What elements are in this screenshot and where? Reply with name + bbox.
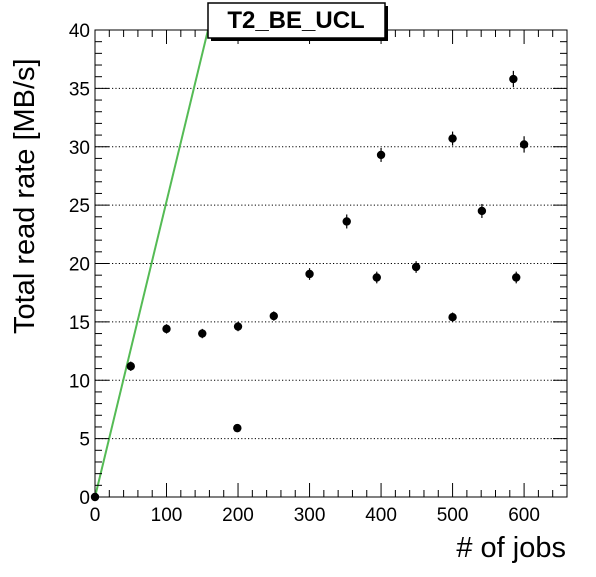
x-tick-label: 100 <box>151 505 183 526</box>
chart-title: T2_BE_UCL <box>227 7 364 34</box>
data-point <box>233 423 242 433</box>
data-point <box>512 271 521 284</box>
grid-lines <box>95 87 567 440</box>
point-marker <box>162 324 171 334</box>
data-point <box>198 328 207 339</box>
point-marker <box>448 313 457 322</box>
y-tick-label: 5 <box>79 430 90 451</box>
point-marker <box>376 150 386 160</box>
y-tick-label: 35 <box>69 79 90 100</box>
x-axis-label: # of jobs <box>456 532 566 564</box>
data-point <box>448 131 457 146</box>
point-marker <box>233 423 242 433</box>
point-marker <box>198 329 207 338</box>
y-tick-label: 25 <box>69 196 90 217</box>
title-box-shadow-right <box>385 6 388 41</box>
point-marker <box>509 74 518 84</box>
x-tick-label: 500 <box>437 505 469 526</box>
y-tick-label: 0 <box>79 488 90 509</box>
y-tick-label: 10 <box>69 371 90 392</box>
point-marker <box>269 311 278 321</box>
y-tick-label: 15 <box>69 313 90 334</box>
x-tick-label: 200 <box>222 505 254 526</box>
point-marker <box>512 273 521 282</box>
data-point <box>372 271 381 284</box>
data-point <box>509 70 518 88</box>
x-tick-label: 0 <box>90 505 101 526</box>
data-point <box>477 203 487 218</box>
y-tick-label: 40 <box>69 21 90 42</box>
title-box: T2_BE_UCL <box>207 2 388 41</box>
point-marker <box>305 269 314 279</box>
data-point <box>342 214 351 229</box>
reference-line-layer <box>94 29 209 498</box>
x-tick-label: 600 <box>508 505 540 526</box>
point-marker <box>477 206 487 216</box>
point-marker <box>411 262 421 272</box>
point-marker <box>448 134 457 143</box>
data-point <box>305 268 314 280</box>
data-point <box>376 147 386 162</box>
y-tick-label: 20 <box>69 255 90 276</box>
axis-ticks <box>94 29 568 498</box>
point-marker <box>519 140 529 149</box>
data-point <box>162 324 171 334</box>
data-point <box>519 136 529 153</box>
data-points <box>90 70 529 502</box>
y-axis-label: Total read rate [MB/s] <box>9 58 41 334</box>
point-marker <box>342 217 351 226</box>
data-point <box>411 261 421 273</box>
x-tick-label: 300 <box>294 505 326 526</box>
data-point <box>126 361 135 371</box>
point-marker <box>372 273 381 282</box>
reference-line <box>94 29 209 498</box>
point-marker <box>126 362 135 371</box>
data-point <box>269 311 278 321</box>
point-marker <box>233 322 243 331</box>
data-point <box>448 312 457 322</box>
data-point <box>233 321 243 332</box>
title-box-shadow-bottom <box>211 38 388 41</box>
y-tick-label: 30 <box>69 138 90 159</box>
x-tick-label: 400 <box>365 505 397 526</box>
